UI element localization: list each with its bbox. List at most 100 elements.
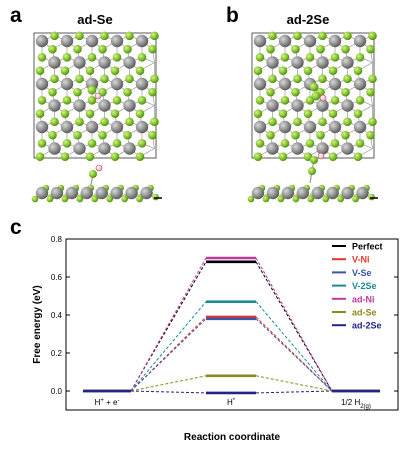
se-atom (293, 74, 302, 84)
se-atom (355, 139, 365, 148)
se-atom (328, 66, 338, 75)
se-atom (123, 44, 132, 54)
ni-atom (73, 142, 86, 155)
ni-atom (35, 186, 49, 200)
legend-label: ad-2Se (352, 321, 382, 331)
legend-label: ad-Se (352, 308, 377, 318)
se-atom (337, 195, 344, 203)
se-atom (100, 117, 109, 127)
se-atom (110, 66, 120, 75)
se-atom (253, 109, 263, 118)
ni-atom (251, 186, 265, 200)
y-tick-label: 0.8 (51, 235, 63, 244)
se-atom (305, 139, 315, 148)
se-atom (137, 53, 147, 62)
se-atom (37, 139, 47, 148)
ni-atom (135, 34, 149, 48)
se-atom (100, 74, 109, 84)
legend: Perfect V-Ni V-Se V-2Se ad-Ni ad-Se ad-2Se (332, 242, 383, 331)
se-atom (48, 44, 57, 54)
ni-atom (291, 56, 304, 69)
structure-ad-se-top-view (33, 31, 159, 161)
se-atom (123, 87, 132, 97)
se-atom (87, 96, 97, 105)
se-atom (368, 31, 377, 41)
ni-atom (110, 120, 124, 134)
se-atom (110, 109, 120, 118)
se-atom (60, 109, 70, 118)
se-atom (148, 44, 157, 54)
ni-atom (60, 120, 74, 134)
ni-atom (291, 99, 304, 112)
ni-atom (35, 34, 49, 48)
se-atom (60, 66, 70, 75)
ni-atom (266, 142, 279, 155)
series-v-ni (83, 315, 380, 393)
se-atom (303, 66, 313, 75)
ni-atom (328, 77, 342, 91)
se-atom (87, 53, 97, 62)
se-atom (85, 109, 95, 118)
adsorbed-se-atom (310, 156, 318, 164)
se-atom (125, 74, 134, 84)
se-atom (255, 53, 265, 62)
ni-atom (48, 142, 61, 155)
se-atom (37, 96, 47, 105)
se-atom (87, 139, 97, 148)
connector-line (255, 375, 333, 392)
se-atom (137, 139, 147, 148)
connector-line (130, 318, 207, 392)
y-axis-label: Free energy (eV) (32, 285, 43, 363)
ni-atom (98, 56, 111, 69)
se-atom (112, 139, 122, 148)
legend-label: V-2Se (352, 281, 377, 291)
ni-atom (80, 186, 94, 200)
panel-a-title: ad-Se (77, 12, 112, 27)
se-atom (343, 31, 352, 41)
ni-atom (278, 77, 292, 91)
ni-atom (353, 77, 367, 91)
se-atom (73, 130, 82, 140)
se-atom (268, 31, 277, 41)
se-atom (316, 130, 325, 140)
h-atom (319, 94, 327, 102)
ni-atom (353, 34, 367, 48)
series-ad-2se (83, 389, 380, 395)
se-atom (277, 195, 285, 203)
se-atom (278, 66, 288, 75)
plot-frame (65, 238, 399, 411)
structure-ad-se-side-view (31, 164, 162, 203)
ni-atom (135, 77, 149, 91)
se-atom (98, 44, 107, 54)
ni-atom (266, 56, 279, 69)
se-atom (353, 109, 363, 118)
adsorbed-se-atom (89, 170, 97, 178)
se-atom (73, 44, 82, 54)
y-tick-label: 0.2 (51, 349, 63, 358)
se-atom (352, 195, 359, 203)
structure-ad-2se-side-view (247, 152, 378, 203)
ni-atom (303, 120, 317, 134)
ni-atom (65, 186, 79, 200)
free-energy-chart: 0.0 0.2 0.4 0.6 0.8 H+ + e- H* 1/2 H2(g) Perfe… (32, 235, 399, 443)
y-tick-label: 0.4 (51, 311, 63, 320)
se-atom (316, 44, 325, 54)
ni-atom (278, 34, 292, 48)
ni-atom (135, 120, 149, 134)
connector-line (130, 257, 207, 392)
se-atom (75, 31, 84, 41)
series-v-2se (83, 300, 380, 393)
se-atom (318, 31, 327, 41)
ni-atom (110, 186, 123, 200)
ni-atom (123, 99, 136, 112)
legend-label: Perfect (352, 242, 383, 252)
se-atom (98, 130, 107, 140)
legend-label: ad-Ni (352, 294, 375, 304)
ni-atom (125, 186, 138, 200)
se-atom (50, 117, 59, 127)
y-tick-label: 0.6 (51, 273, 63, 282)
se-atom (61, 195, 69, 203)
connector-line (255, 257, 333, 392)
se-atom (253, 66, 263, 75)
